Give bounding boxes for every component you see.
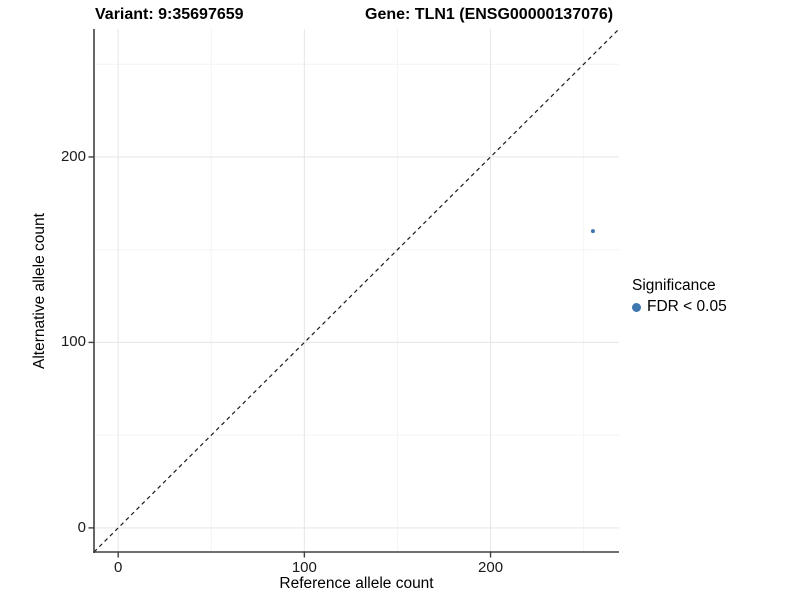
- legend-point-icon: [632, 302, 641, 312]
- y-tick-label: 200: [60, 147, 86, 165]
- y-tick-label: 0: [77, 518, 86, 536]
- y-axis-title: Alternative allele count: [31, 213, 48, 369]
- y-tick-label: 100: [60, 333, 86, 351]
- gene-title: Gene: TLN1 (ENSG00000137076): [365, 6, 614, 23]
- x-tick-label: 0: [114, 559, 123, 576]
- legend-entry: FDR < 0.05: [632, 298, 727, 316]
- x-tick-label: 100: [291, 559, 317, 576]
- data-point: [590, 229, 595, 234]
- x-tick-label: 200: [478, 559, 504, 576]
- legend: Significance FDR < 0.05: [632, 277, 727, 316]
- x-axis-title: Reference allele count: [279, 575, 434, 592]
- legend-title: Significance: [632, 277, 716, 294]
- identity-line: [93, 28, 620, 553]
- variant-title: Variant: 9:35697659: [95, 6, 244, 23]
- legend-entry-label: FDR < 0.05: [647, 298, 727, 315]
